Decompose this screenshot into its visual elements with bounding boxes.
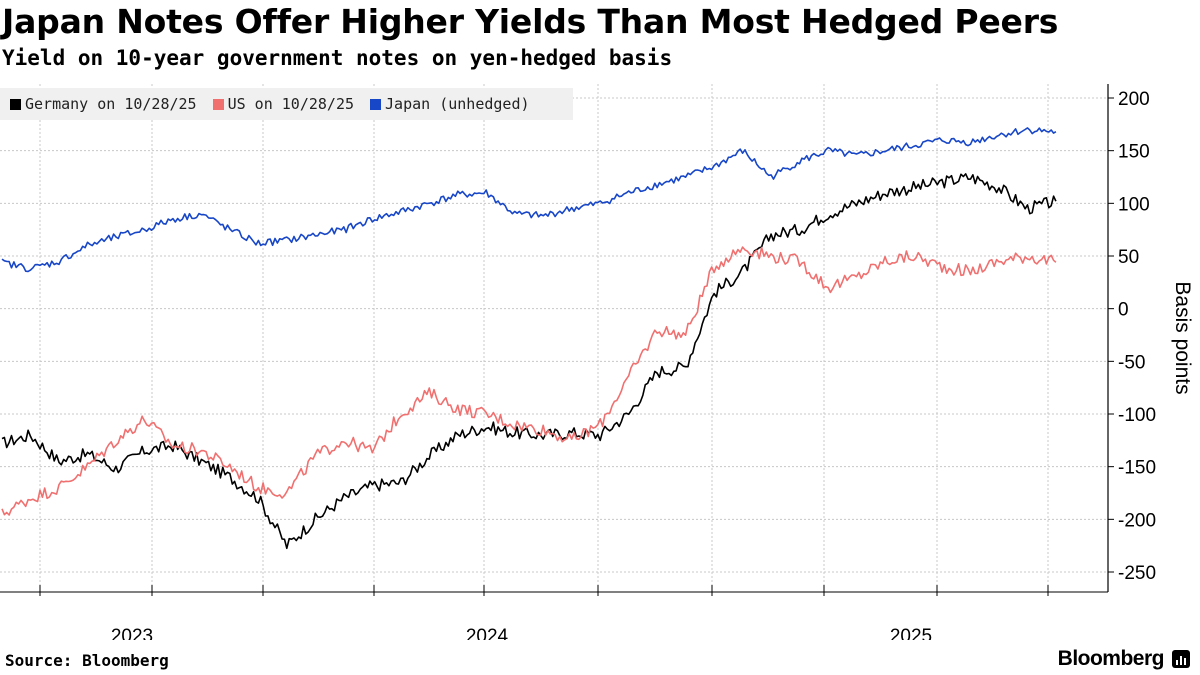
- y-tick-label: -50: [1118, 352, 1145, 373]
- y-tick-label: -100: [1118, 405, 1156, 426]
- y-tick-label: 0: [1118, 300, 1129, 321]
- bloomberg-chart-icon: [1172, 650, 1190, 668]
- legend-item-germany: Germany on 10/28/25: [10, 95, 197, 113]
- legend-swatch-japan: [370, 98, 382, 110]
- y-tick-label: 100: [1118, 194, 1150, 215]
- y-tick-label: -250: [1118, 563, 1156, 584]
- bloomberg-logo: Bloomberg: [1057, 647, 1165, 670]
- y-axis-label: Basis points: [1171, 281, 1194, 394]
- legend-swatch-us: [212, 98, 224, 110]
- legend-label-japan: Japan (unhedged): [385, 95, 530, 113]
- legend-swatch-germany: [10, 98, 21, 110]
- source-note: Source: Bloomberg: [5, 651, 169, 670]
- line-chart: 200 150 100 50 0 -50 -100 -150 -200 -250 2023 2024 2…: [0, 84, 1194, 640]
- y-tick-label: -150: [1118, 458, 1156, 479]
- y-tick-label: 200: [1118, 89, 1150, 110]
- y-tick-label: 50: [1118, 247, 1139, 268]
- series-line-germany-on: [1, 173, 1057, 550]
- gridlines: [0, 84, 1108, 592]
- series-line-japan-unhedged: [1, 127, 1057, 273]
- legend-item-us: US on 10/28/25: [212, 95, 355, 113]
- axes: 200 150 100 50 0 -50 -100 -150 -200 -250 2023 2024 2…: [0, 84, 1156, 640]
- series-lines: [1, 127, 1057, 550]
- x-tick-label-2023: 2023: [111, 626, 153, 640]
- series-line-us-on: [1, 246, 1057, 516]
- legend-label-germany: Germany on 10/28/25: [25, 95, 197, 113]
- y-tick-label: -200: [1118, 510, 1156, 531]
- chart-title: Japan Notes Offer Higher Yields Than Mos…: [2, 2, 1059, 41]
- x-tick-label-2025: 2025: [890, 626, 932, 640]
- legend-label-us: US on 10/28/25: [227, 95, 355, 113]
- x-tick-label-2024: 2024: [466, 626, 509, 640]
- legend: Germany on 10/28/25 US on 10/28/25 Japan…: [0, 88, 573, 120]
- chart-subtitle: Yield on 10-year government notes on yen…: [2, 46, 673, 70]
- y-tick-label: 150: [1118, 142, 1150, 163]
- legend-item-japan: Japan (unhedged): [370, 95, 530, 113]
